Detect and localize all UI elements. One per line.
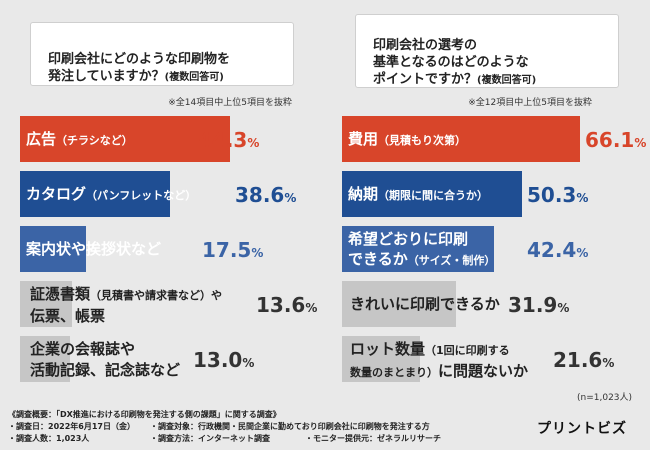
left-bar-label-2: カタログ（パンフレットなど） xyxy=(26,185,197,203)
right-bar-5 xyxy=(342,336,420,382)
right-value-3: 42.4% xyxy=(527,238,589,262)
right-bar-2 xyxy=(342,171,522,217)
left-question-text: 印刷会社にどのような印刷物を 発注していますか？ xyxy=(48,52,231,84)
left-bar-label-5: 企業の会報誌や 活動記録、記念誌など xyxy=(30,340,181,379)
right-bar-label-3: 希望どおりに印刷 できるか（サイズ・制作） xyxy=(348,230,496,268)
right-question-box xyxy=(355,14,619,88)
right-value-2: 50.3% xyxy=(527,183,589,207)
brand-logo-text: プリントビズ xyxy=(537,421,627,437)
footer-survey-date: ・調査日：2022年6月17日（金） xyxy=(8,422,135,431)
left-question-box xyxy=(30,22,294,86)
left-value-2: 38.6% xyxy=(235,183,297,207)
footer-survey-target: ・調査対象：行政機関・民間企業に勤めており印刷会社に印刷物を発注する方 xyxy=(150,422,430,431)
left-question-note: (複数回答可) xyxy=(164,72,224,83)
survey-footer: 《調査概要：「DX推進における印刷物を発注する側の課題」に関する調査》 ・調査日… xyxy=(0,405,650,450)
right-bar-1 xyxy=(342,116,580,162)
footer-title: 《調査概要：「DX推進における印刷物を発注する側の課題」に関する調査》 xyxy=(8,410,281,419)
right-bar-label-5: ロット数量（1回に印刷する 数量のまとまり）に問題ないか xyxy=(350,340,529,380)
right-bar-label-2: 納期（期限に間に合うか） xyxy=(348,185,489,203)
footer-survey-method: ・調査方法：インターネット調査 xyxy=(150,434,270,443)
right-question-note: (複数回答可) xyxy=(477,75,537,86)
sample-size-note: (n=1,023人) xyxy=(577,393,633,403)
left-bar-2 xyxy=(20,171,170,217)
brand-logo: プリントビズ xyxy=(522,411,642,445)
right-value-5: 21.6% xyxy=(553,348,615,372)
footer-survey-count: ・調査人数：1,023人 xyxy=(8,434,90,443)
left-bar-3 xyxy=(20,226,86,272)
right-extract-note: ※全12項目中上位5項目を抜粋 xyxy=(468,98,592,108)
left-bar-label-3: 案内状や挨拶状など xyxy=(26,240,162,258)
right-bar-3 xyxy=(342,226,494,272)
left-bar-4 xyxy=(20,281,72,327)
left-value-4: 13.6% xyxy=(256,293,318,317)
right-question-text: 印刷会社の選考の 基準となるのはどのような ポイントですか？ xyxy=(373,38,529,87)
right-bar-label-4: きれいに印刷できるか xyxy=(350,295,500,313)
right-value-1: 66.1% xyxy=(585,128,647,152)
left-question: 印刷会社にどのような印刷物を 発注していますか？(複数回答可) xyxy=(48,34,288,86)
left-bar-5 xyxy=(20,336,70,382)
left-bar-label-1: 広告（チラシなど） xyxy=(26,130,133,148)
left-value-5: 13.0% xyxy=(193,348,255,372)
footer-monitor-provider: ・モニター提供元：ゼネラルリサーチ xyxy=(305,434,441,443)
left-value-1: 44.3% xyxy=(198,128,260,152)
right-bar-4 xyxy=(342,281,456,327)
left-value-3: 17.5% xyxy=(202,238,264,262)
left-bar-1 xyxy=(20,116,230,162)
left-bar-label-4: 証憑書類（見積書や請求書など）や 伝票、帳票 xyxy=(30,285,223,325)
right-bar-label-1: 費用（見積もり次第） xyxy=(348,130,467,148)
right-value-4: 31.9% xyxy=(508,293,570,317)
left-extract-note: ※全14項目中上位5項目を抜粋 xyxy=(168,98,292,108)
right-question: 印刷会社の選考の 基準となるのはどのような ポイントですか？(複数回答可) xyxy=(373,20,613,89)
